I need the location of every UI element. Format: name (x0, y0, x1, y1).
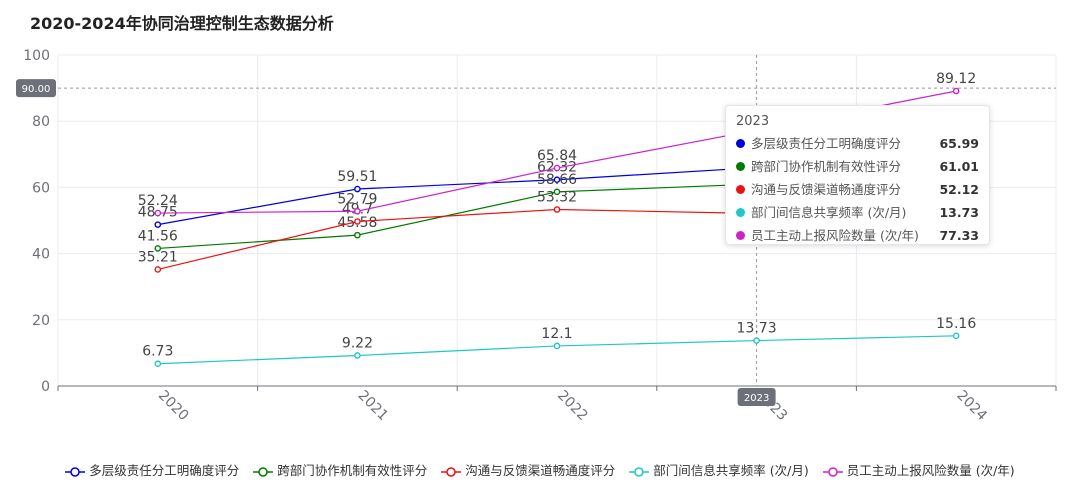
tooltip-dot (736, 162, 745, 171)
data-point (154, 209, 162, 217)
tooltip-row: 部门间信息共享频率 (次/月) 13.73 (736, 201, 979, 224)
data-label: 52.79 (337, 191, 377, 207)
data-point (553, 342, 561, 350)
tooltip-dot (736, 231, 745, 240)
crosshair-x-label: 2023 (744, 393, 769, 404)
legend-item[interactable]: 员工主动上报风险数量 (次/年) (822, 460, 1015, 479)
data-label: 13.73 (737, 321, 777, 337)
y-tick-label: 0 (41, 379, 50, 395)
data-point (553, 164, 561, 172)
legend-line-icon (441, 466, 462, 477)
legend-line-icon (822, 466, 843, 477)
legend-item[interactable]: 跨部门协作机制有效性评分 (253, 460, 427, 479)
tooltip-title: 2023 (736, 114, 770, 129)
data-label: 12.1 (541, 326, 572, 342)
legend-item[interactable]: 多层级责任分工明确度评分 (65, 460, 239, 479)
data-point (952, 87, 960, 95)
data-point (154, 245, 162, 252)
data-point (354, 185, 361, 193)
data-point (553, 188, 561, 196)
legend-label: 沟通与反馈渠道畅通度评分 (465, 463, 616, 478)
tooltip-row: 沟通与反馈渠道畅通度评分 52.12 (736, 178, 979, 201)
data-label: 52.24 (138, 193, 178, 209)
tooltip-value: 77.33 (939, 228, 979, 243)
data-point (553, 176, 561, 184)
legend-label: 员工主动上报风险数量 (次/年) (846, 463, 1015, 478)
data-label: 15.16 (936, 316, 976, 332)
chart-title: 2020-2024年协同治理控制生态数据分析 (30, 14, 334, 33)
series-line (157, 166, 757, 226)
legend-label: 部门间信息共享频率 (次/月) (653, 463, 809, 478)
y-tick-label: 60 (32, 180, 50, 196)
y-tick-label: 100 (23, 48, 50, 64)
crosshair-x-badge (737, 388, 776, 406)
x-tick-label: 2022 (554, 388, 591, 425)
y-tick-label: 80 (32, 114, 50, 130)
tooltip-series-name: 跨部门协作机制有效性评分 (751, 159, 902, 174)
data-point (154, 221, 162, 228)
tooltip-row: 跨部门协作机制有效性评分 61.01 (736, 155, 979, 178)
legend-label: 跨部门协作机制有效性评分 (277, 463, 428, 478)
tooltip-row: 员工主动上报风险数量 (次/年) 77.33 (736, 224, 979, 247)
data-label: 6.73 (142, 344, 173, 360)
x-tick-label: 2021 (355, 388, 392, 425)
data-point (952, 332, 960, 340)
data-point (354, 207, 361, 215)
tooltip-dot (736, 208, 745, 217)
series-line (157, 183, 757, 250)
data-point (154, 266, 162, 273)
legend-line-icon (65, 466, 86, 477)
data-point (154, 360, 162, 368)
tooltip-series-name: 沟通与反馈渠道畅通度评分 (751, 182, 902, 197)
data-label: 59.51 (337, 169, 377, 185)
data-point (354, 231, 361, 239)
tooltip-value: 61.01 (939, 159, 979, 174)
tooltip-series-name: 多层级责任分工明确度评分 (751, 136, 902, 151)
y-tick-label: 20 (32, 313, 50, 329)
crosshair-y-label: 90.00 (22, 84, 51, 95)
data-point (553, 206, 561, 213)
tooltip-value: 52.12 (939, 182, 979, 197)
data-label: 58.66 (537, 172, 577, 188)
data-label: 35.21 (138, 249, 178, 265)
data-label: 41.56 (138, 228, 178, 244)
data-point (753, 337, 760, 344)
tooltip-dot (736, 139, 745, 148)
tooltip-row: 多层级责任分工明确度评分 65.99 (736, 132, 979, 155)
tooltip: 2023 多层级责任分工明确度评分 65.99 跨部门协作机制有效性评分 61.… (725, 105, 990, 245)
tooltip-value: 13.73 (939, 205, 979, 220)
legend-item[interactable]: 沟通与反馈渠道畅通度评分 (441, 460, 615, 479)
x-tick-label: 2020 (155, 388, 192, 425)
data-label: 89.12 (936, 71, 976, 87)
crosshair-y-badge (16, 79, 56, 98)
series-line (157, 208, 757, 271)
data-label: 65.84 (537, 148, 577, 164)
data-label: 53.32 (537, 190, 577, 206)
tooltip-series-name: 员工主动上报风险数量 (次/年) (751, 228, 919, 243)
data-point (354, 352, 361, 359)
tooltip-value: 65.99 (939, 136, 979, 151)
legend-line-icon (629, 466, 650, 477)
data-label: 9.22 (342, 335, 373, 351)
legend: 多层级责任分工明确度评分 跨部门协作机制有效性评分 沟通与反馈渠道畅通度评分 部… (0, 460, 1080, 479)
data-point (354, 218, 361, 225)
tooltip-dot (736, 185, 745, 194)
y-tick-label: 40 (32, 247, 50, 263)
legend-label: 多层级责任分工明确度评分 (89, 463, 240, 478)
legend-item[interactable]: 部门间信息共享频率 (次/月) (629, 460, 809, 479)
x-tick-label: 2024 (953, 388, 990, 425)
legend-line-icon (253, 466, 274, 477)
tooltip-series-name: 部门间信息共享频率 (次/月) (751, 205, 907, 220)
